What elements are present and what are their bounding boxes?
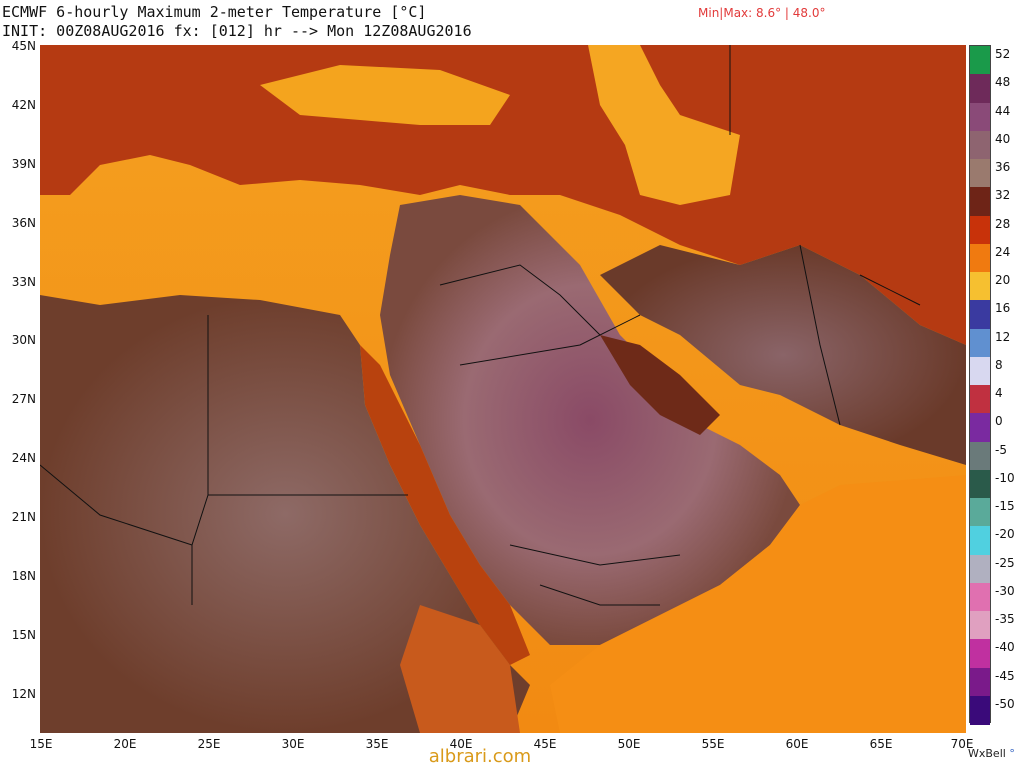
colorbar-label: -30 <box>995 583 1015 598</box>
colorbar-swatch <box>970 695 990 725</box>
lat-label: 45N <box>11 39 36 53</box>
temperature-map <box>40 45 966 733</box>
colorbar-swatch <box>970 413 990 443</box>
colorbar-label: -45 <box>995 668 1015 683</box>
lat-label: 30N <box>11 333 36 347</box>
colorbar-swatch <box>970 582 990 612</box>
colorbar-label: 16 <box>995 301 1011 316</box>
colorbar-swatch <box>970 215 990 245</box>
colorbar-label: 52 <box>995 47 1011 61</box>
colorbar-label: 48 <box>995 75 1011 90</box>
colorbar-swatch <box>970 611 990 641</box>
colorbar-swatch <box>970 159 990 189</box>
colorbar-swatch <box>970 469 990 499</box>
lat-label: 42N <box>11 98 36 112</box>
colorbar-label: -50 <box>995 696 1015 711</box>
colorbar-label: 20 <box>995 273 1011 287</box>
lon-label: 70E <box>950 737 974 751</box>
colorbar-label: 28 <box>995 216 1011 231</box>
wxbell-credit: WxBell ° <box>968 747 1015 760</box>
colorbar-swatch <box>970 300 990 330</box>
colorbar-swatch <box>970 639 990 669</box>
lon-label: 55E <box>701 737 725 751</box>
min-max-readout: Min|Max: 8.6° | 48.0° <box>698 6 826 20</box>
colorbar-label: 32 <box>995 188 1011 203</box>
colorbar-swatch <box>970 243 990 273</box>
colorbar-swatch <box>970 667 990 697</box>
lon-label: 30E <box>281 737 305 751</box>
lat-label: 15N <box>11 628 36 642</box>
red-sea <box>360 345 530 665</box>
lon-label: 45E <box>533 737 557 751</box>
watermark: albrari.com <box>428 746 532 767</box>
lon-label: 60E <box>785 737 809 751</box>
lat-label: 39N <box>11 157 36 171</box>
lon-label: 20E <box>113 737 137 751</box>
colorbar <box>969 45 991 725</box>
colorbar-label: -15 <box>995 499 1015 513</box>
colorbar-label: -20 <box>995 527 1015 542</box>
colorbar-swatch <box>970 385 990 415</box>
colorbar-swatch <box>970 328 990 358</box>
colorbar-label: -10 <box>995 470 1015 485</box>
caspian-sea <box>588 45 740 205</box>
lon-label: 40E <box>449 737 473 751</box>
africa-land <box>40 295 530 733</box>
arabian-peninsula <box>380 195 800 645</box>
colorbar-swatch <box>970 356 990 386</box>
colorbar-label: 0 <box>995 414 1003 429</box>
black-sea <box>260 65 510 125</box>
colorbar-swatch <box>970 102 990 132</box>
lat-label: 27N <box>11 392 36 406</box>
colorbar-label: 12 <box>995 329 1011 344</box>
colorbar-label: -35 <box>995 612 1015 626</box>
lat-label: 24N <box>11 451 36 465</box>
lat-label: 12N <box>11 687 36 701</box>
country-borders <box>40 45 921 606</box>
iran-afghanistan <box>600 245 966 465</box>
colorbar-label: 24 <box>995 244 1011 259</box>
lat-label: 36N <box>11 216 36 230</box>
colorbar-swatch <box>970 74 990 104</box>
eurasia-land <box>40 45 966 345</box>
lon-label: 15E <box>29 737 53 751</box>
chart-title: ECMWF 6-hourly Maximum 2-meter Temperatu… <box>2 3 427 21</box>
colorbar-label: 8 <box>995 357 1003 372</box>
lat-label: 33N <box>11 275 36 289</box>
colorbar-label: -5 <box>995 442 1007 457</box>
colorbar-label: 4 <box>995 386 1003 400</box>
init-line: INIT: 00Z08AUG2016 fx: [012] hr --> Mon … <box>2 22 472 40</box>
arabian-sea <box>550 475 966 733</box>
persian-gulf <box>600 335 720 435</box>
colorbar-label: -25 <box>995 555 1015 570</box>
lat-label: 18N <box>11 569 36 583</box>
colorbar-swatch <box>970 187 990 217</box>
colorbar-swatch <box>970 46 990 76</box>
lon-label: 65E <box>869 737 893 751</box>
colorbar-swatch <box>970 441 990 471</box>
colorbar-label: 40 <box>995 131 1011 146</box>
colorbar-label: 36 <box>995 160 1011 174</box>
lon-label: 35E <box>365 737 389 751</box>
colorbar-label: -40 <box>995 640 1015 655</box>
lon-label: 50E <box>617 737 641 751</box>
colorbar-label: 44 <box>995 103 1011 118</box>
colorbar-swatch <box>970 554 990 584</box>
lon-label: 25E <box>197 737 221 751</box>
colorbar-swatch <box>970 130 990 160</box>
ethiopian-highlands <box>400 605 520 733</box>
lat-label: 21N <box>11 510 36 524</box>
colorbar-swatch <box>970 526 990 556</box>
colorbar-swatch <box>970 498 990 528</box>
colorbar-swatch <box>970 272 990 302</box>
